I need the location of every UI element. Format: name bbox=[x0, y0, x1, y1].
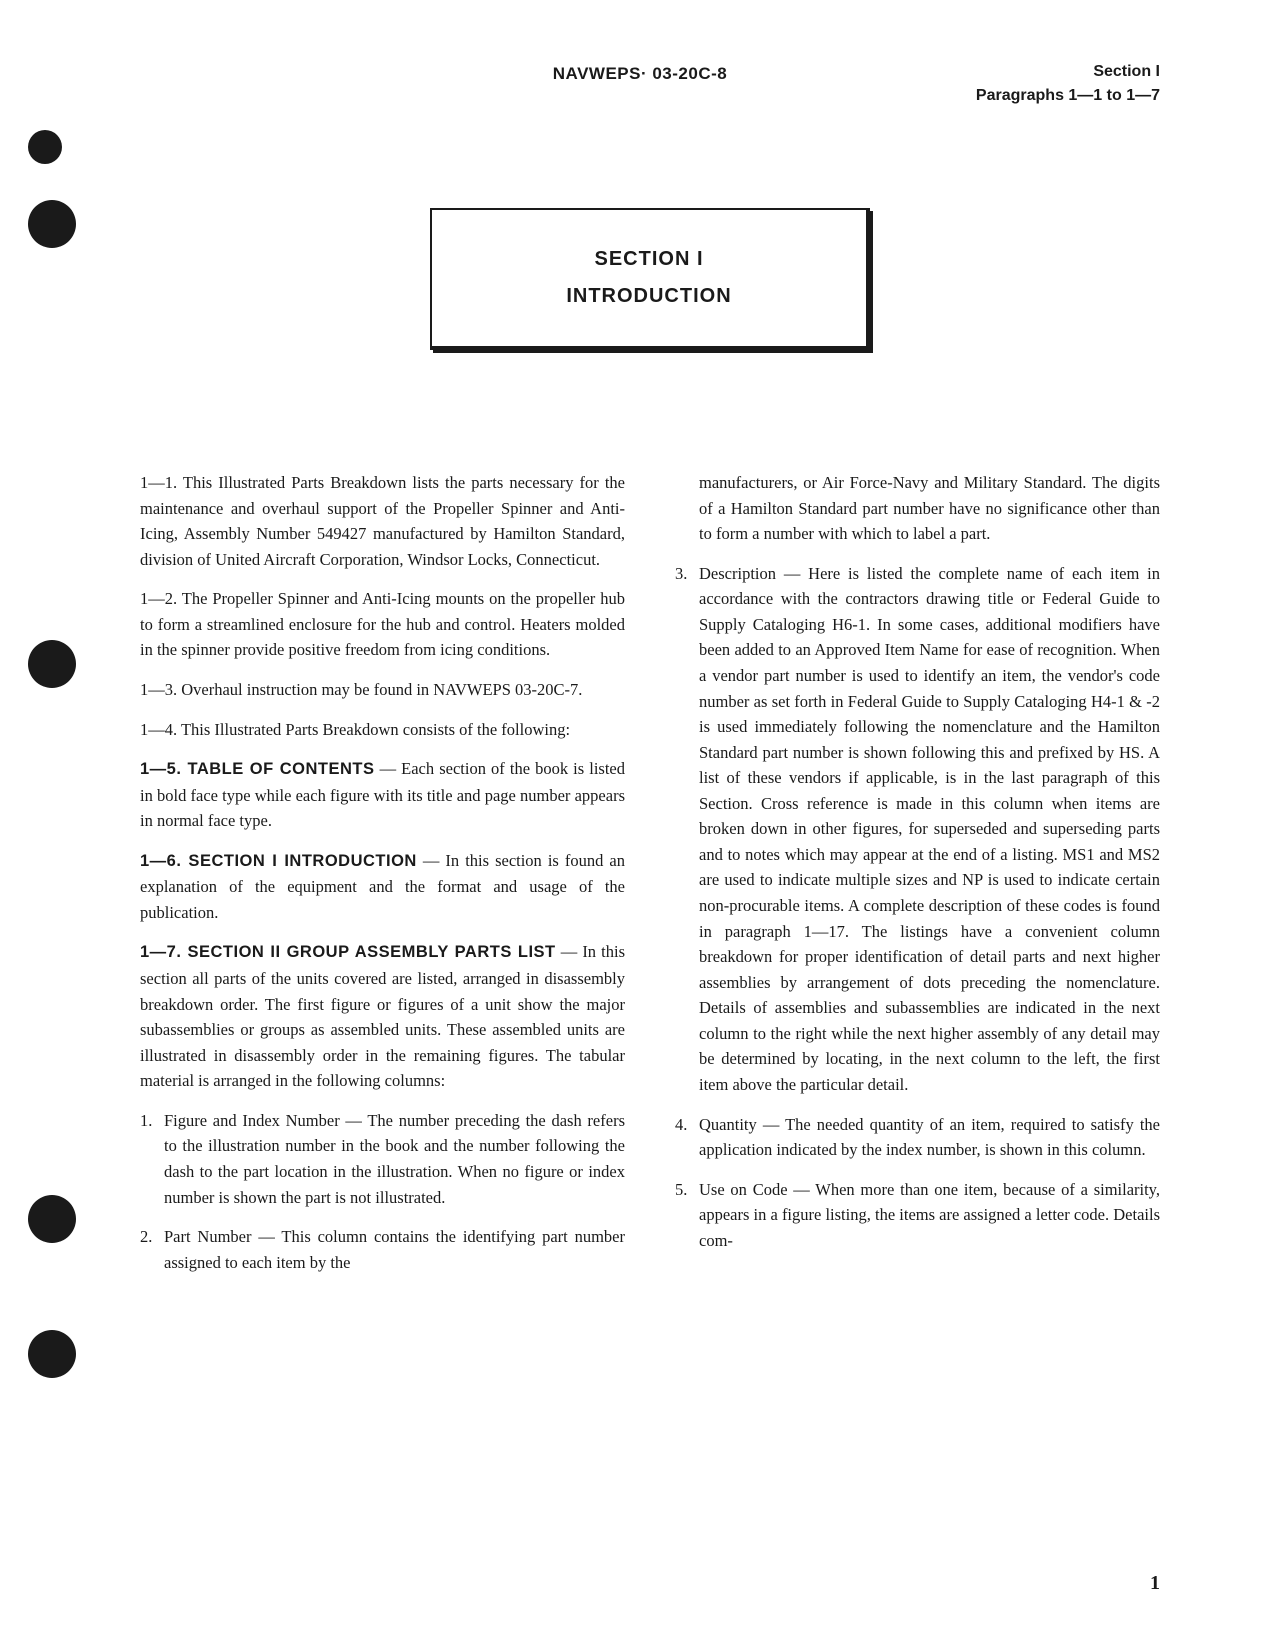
section-label: Section I bbox=[976, 60, 1160, 84]
column-left: 1—1. This Illustrated Parts Breakdown li… bbox=[140, 470, 625, 1289]
list-num: 1. bbox=[140, 1108, 152, 1134]
list-item-1-text: Figure and Index Number — The number pre… bbox=[164, 1111, 625, 1207]
page-container: NAVWEPS· 03-20C-8 Section I Paragraphs 1… bbox=[0, 0, 1280, 1329]
para-1-2: 1—2. The Propeller Spinner and Anti-Icin… bbox=[140, 586, 625, 663]
list-num: 5. bbox=[675, 1177, 687, 1203]
list-item-2-text: Part Number — This column contains the i… bbox=[164, 1227, 625, 1272]
list-item-5: 5.Use on Code — When more than one item,… bbox=[699, 1177, 1160, 1254]
section-number: SECTION I bbox=[462, 248, 836, 271]
column-right: manufacturers, or Air Force-Navy and Mil… bbox=[675, 470, 1160, 1289]
section-title-box: SECTION I INTRODUCTION bbox=[430, 208, 870, 350]
para-1-5-lead: 1—5. TABLE OF CONTENTS bbox=[140, 760, 375, 778]
column-definitions-list: 1. Figure and Index Number — The number p… bbox=[140, 1108, 625, 1275]
para-1-6-lead: 1—6. SECTION I INTRODUCTION bbox=[140, 852, 417, 870]
list-num: 4. bbox=[675, 1112, 687, 1138]
list-num: 3. bbox=[675, 561, 687, 587]
list-item-5-text: Use on Code — When more than one item, b… bbox=[699, 1180, 1160, 1250]
punch-hole bbox=[28, 200, 76, 248]
para-1-1: 1—1. This Illustrated Parts Breakdown li… bbox=[140, 470, 625, 572]
list-item-4-text: Quantity — The needed quantity of an ite… bbox=[699, 1115, 1160, 1160]
list-item-2-continue: manufacturers, or Air Force-Navy and Mil… bbox=[675, 470, 1160, 547]
punch-hole bbox=[28, 1195, 76, 1243]
list-item-4: 4.Quantity — The needed quantity of an i… bbox=[699, 1112, 1160, 1163]
list-item-2: 2.Part Number — This column contains the… bbox=[164, 1224, 625, 1275]
para-1-3: 1—3. Overhaul instruction may be found i… bbox=[140, 677, 625, 703]
punch-hole bbox=[28, 130, 62, 164]
list-item-3: 3.Description — Here is listed the compl… bbox=[699, 561, 1160, 1098]
header-right: Section I Paragraphs 1—1 to 1—7 bbox=[976, 60, 1160, 108]
content-columns: 1—1. This Illustrated Parts Breakdown li… bbox=[140, 470, 1160, 1289]
para-1-6: 1—6. SECTION I INTRODUCTION — In this se… bbox=[140, 848, 625, 926]
list-item-3-text: Description — Here is listed the complet… bbox=[699, 564, 1160, 1094]
para-1-5: 1—5. TABLE OF CONTENTS — Each section of… bbox=[140, 756, 625, 834]
para-1-7-lead: 1—7. SECTION II GROUP ASSEMBLY PARTS LIS… bbox=[140, 943, 556, 961]
para-1-4: 1—4. This Illustrated Parts Breakdown co… bbox=[140, 717, 625, 743]
paragraph-range: Paragraphs 1—1 to 1—7 bbox=[976, 84, 1160, 108]
list-item-1: 1.Figure and Index Number — The number p… bbox=[164, 1108, 625, 1210]
column-definitions-list-cont: 3. Description — Here is listed the compl… bbox=[675, 561, 1160, 1254]
para-1-7-body: — In this section all parts of the units… bbox=[140, 942, 625, 1090]
page-header: NAVWEPS· 03-20C-8 Section I Paragraphs 1… bbox=[140, 60, 1160, 108]
punch-hole bbox=[28, 1330, 76, 1378]
doc-number: NAVWEPS· 03-20C-8 bbox=[553, 64, 727, 84]
para-1-7: 1—7. SECTION II GROUP ASSEMBLY PARTS LIS… bbox=[140, 939, 625, 1093]
section-title: INTRODUCTION bbox=[462, 285, 836, 308]
page-number: 1 bbox=[1150, 1572, 1160, 1595]
punch-hole bbox=[28, 640, 76, 688]
list-num: 2. bbox=[140, 1224, 152, 1250]
